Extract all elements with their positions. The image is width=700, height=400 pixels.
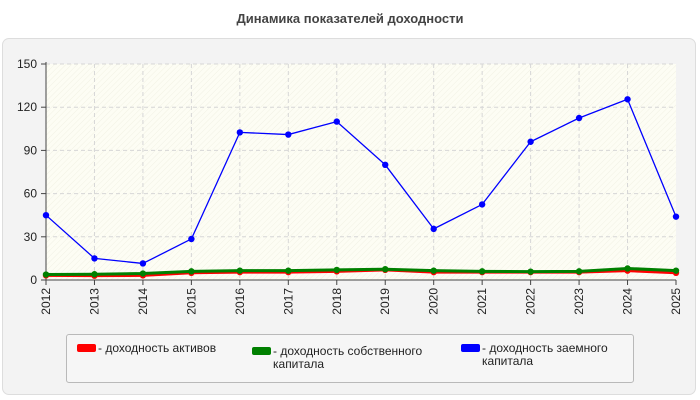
- axes: [41, 62, 677, 285]
- data-point: [285, 131, 292, 138]
- data-point: [527, 138, 534, 145]
- x-tick-label: 2012: [39, 288, 53, 315]
- data-point: [478, 201, 486, 208]
- legend-swatch-equity: [252, 347, 271, 355]
- x-tick-label: 2013: [87, 288, 101, 315]
- x-tick-label: 2021: [475, 288, 489, 315]
- data-point: [575, 114, 583, 122]
- data-point: [91, 255, 98, 262]
- data-point: [575, 268, 583, 275]
- legend-label-assets: - доходность активов: [98, 341, 217, 355]
- data-point: [624, 96, 631, 103]
- data-point: [478, 268, 486, 275]
- y-tick-label: 60: [24, 187, 38, 201]
- data-point: [333, 266, 340, 274]
- x-tick-label: 2024: [621, 288, 635, 315]
- data-point: [672, 267, 680, 274]
- plot-area: [46, 64, 676, 280]
- legend: - доходность активов - доходность собств…: [66, 334, 634, 383]
- y-tick-label: 90: [24, 143, 38, 157]
- grid-lines: [46, 63, 676, 280]
- legend-swatch-assets: [77, 344, 96, 352]
- x-tick-label: 2015: [184, 288, 198, 315]
- data-point: [527, 268, 534, 275]
- x-tick-label: 2020: [427, 288, 441, 315]
- data-point: [382, 266, 389, 273]
- data-point: [139, 270, 147, 277]
- series-line: [45, 98, 677, 265]
- data-point: [430, 267, 437, 274]
- data-point: [672, 213, 680, 220]
- y-tick-label: 150: [17, 57, 37, 71]
- y-tick-label: 120: [17, 100, 37, 114]
- data-point: [188, 235, 195, 243]
- data-point: [42, 212, 50, 219]
- data-point: [382, 161, 389, 168]
- data-point: [236, 267, 244, 274]
- chart-title: Динамика показателей доходности: [236, 11, 464, 26]
- data-point: [188, 268, 195, 275]
- legend-swatch-debt: [461, 344, 480, 352]
- x-tick-label: 2022: [524, 288, 538, 315]
- legend-label-debt: - доходность заемного капитала: [482, 341, 608, 368]
- data-point: [333, 118, 340, 125]
- series-line: [45, 266, 677, 277]
- x-tick-label: 2016: [233, 288, 247, 315]
- tick-labels: 0 30 60 90 120 150 2012 2013 2014 2015 2016 2017 201…: [17, 57, 683, 315]
- x-tick-label: 2017: [281, 288, 295, 315]
- data-point: [42, 271, 50, 278]
- x-tick-label: 2025: [669, 288, 683, 315]
- legend-label-equity: - доходность собственного капитала: [273, 344, 423, 371]
- series-1: [42, 265, 680, 278]
- y-tick-label: 0: [30, 273, 37, 287]
- series-2: [42, 96, 680, 267]
- x-tick-label: 2019: [378, 288, 392, 315]
- y-tick-label: 30: [24, 230, 38, 244]
- data-point: [624, 265, 631, 272]
- data-point: [236, 129, 244, 136]
- x-tick-label: 2018: [330, 288, 344, 315]
- series-layer: [42, 96, 680, 279]
- data-point: [430, 225, 437, 233]
- data-point: [91, 271, 98, 278]
- x-tick-label: 2023: [572, 288, 586, 315]
- x-tick-label: 2014: [136, 288, 150, 315]
- data-point: [285, 267, 292, 274]
- data-point: [139, 260, 147, 267]
